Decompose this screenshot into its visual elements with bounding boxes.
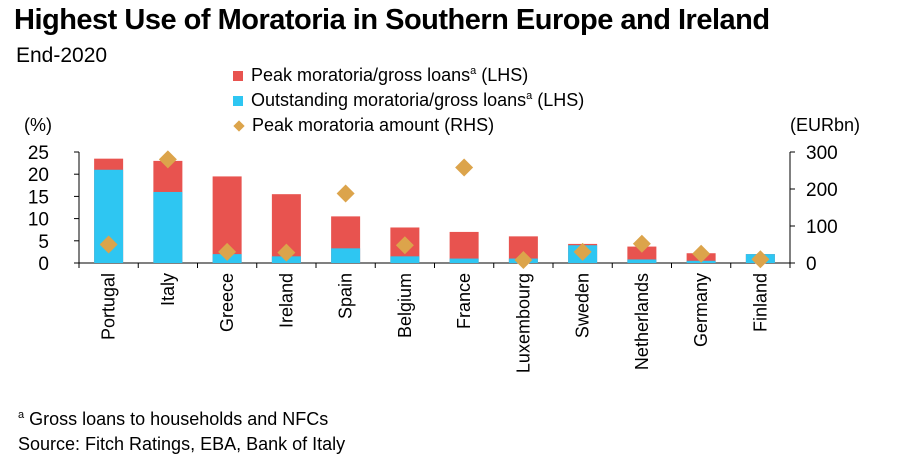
x-tick-label: Ireland [276,273,296,328]
y-right-tick-label: 100 [806,217,838,238]
point-amount-sweden [573,242,592,261]
bar-outstanding-spain [331,248,361,263]
y-right-tick-label: 300 [806,143,838,164]
y-left-tick-label: 20 [28,165,49,186]
footnote: a Gross loans to households and NFCs [18,409,329,429]
bar-outstanding-belgium [390,256,420,263]
left-axis-unit: (%) [24,115,52,135]
legend-label-outstanding: Outstanding moratoria/gross loansa (LHS) [251,90,585,110]
point-amount-ireland [277,243,296,262]
x-tick-label: Spain [336,273,356,319]
point-amount-finland [751,250,770,269]
bar-outstanding-italy [153,191,183,263]
x-tick-label: Portugal [99,273,119,340]
legend-label-peak: Peak moratoria/gross loansa (LHS) [251,65,529,85]
point-amount-italy [158,150,177,169]
legend-item-outstanding: Outstanding moratoria/gross loansa (LHS) [233,88,584,113]
point-amount-luxembourg [514,251,533,270]
bar-outstanding-france [449,258,479,263]
y-left-tick-label: 15 [28,187,49,208]
legend-item-peak: Peak moratoria/gross loansa (LHS) [233,63,584,88]
legend-swatch-outstanding [233,95,243,106]
x-tick-label: Belgium [395,273,415,338]
point-amount-netherlands [632,234,651,253]
y-right-tick-label: 200 [806,180,838,201]
bar-peak-france [449,231,479,263]
legend-swatch-peak [233,70,243,81]
y-right-tick-label: 0 [806,254,817,275]
x-tick-label: France [454,273,474,329]
x-tick-label: Netherlands [632,273,652,370]
x-tick-label: Finland [750,273,770,332]
point-amount-greece [218,242,237,261]
point-amount-portugal [99,235,118,254]
y-left-tick-label: 5 [38,232,49,253]
right-axis-unit: (EURbn) [790,115,861,135]
x-tick-label: Germany [691,273,711,347]
x-tick-label: Sweden [573,273,593,338]
bar-peak-netherlands [627,246,657,263]
point-amount-spain [336,184,355,203]
y-left-tick-label: 0 [38,254,49,275]
legend-item-amount: Peak moratoria amount (RHS) [233,113,584,138]
bar-outstanding-netherlands [627,259,657,263]
legend: Peak moratoria/gross loansa (LHS) Outsta… [233,63,584,138]
x-tick-label: Luxembourg [513,273,533,373]
chart-title: Highest Use of Moratoria in Southern Eur… [14,4,770,36]
x-tick-label: Italy [158,273,178,306]
y-left-tick-label: 10 [28,210,49,231]
source-note: Source: Fitch Ratings, EBA, Bank of Ital… [18,434,346,454]
legend-label-amount: Peak moratoria amount (RHS) [252,115,495,135]
x-tick-label: Greece [217,273,237,332]
y-left-tick-label: 25 [28,143,49,164]
chart-subtitle: End-2020 [16,44,108,67]
point-amount-germany [692,244,711,263]
point-amount-belgium [395,236,414,255]
point-amount-france [455,158,474,177]
